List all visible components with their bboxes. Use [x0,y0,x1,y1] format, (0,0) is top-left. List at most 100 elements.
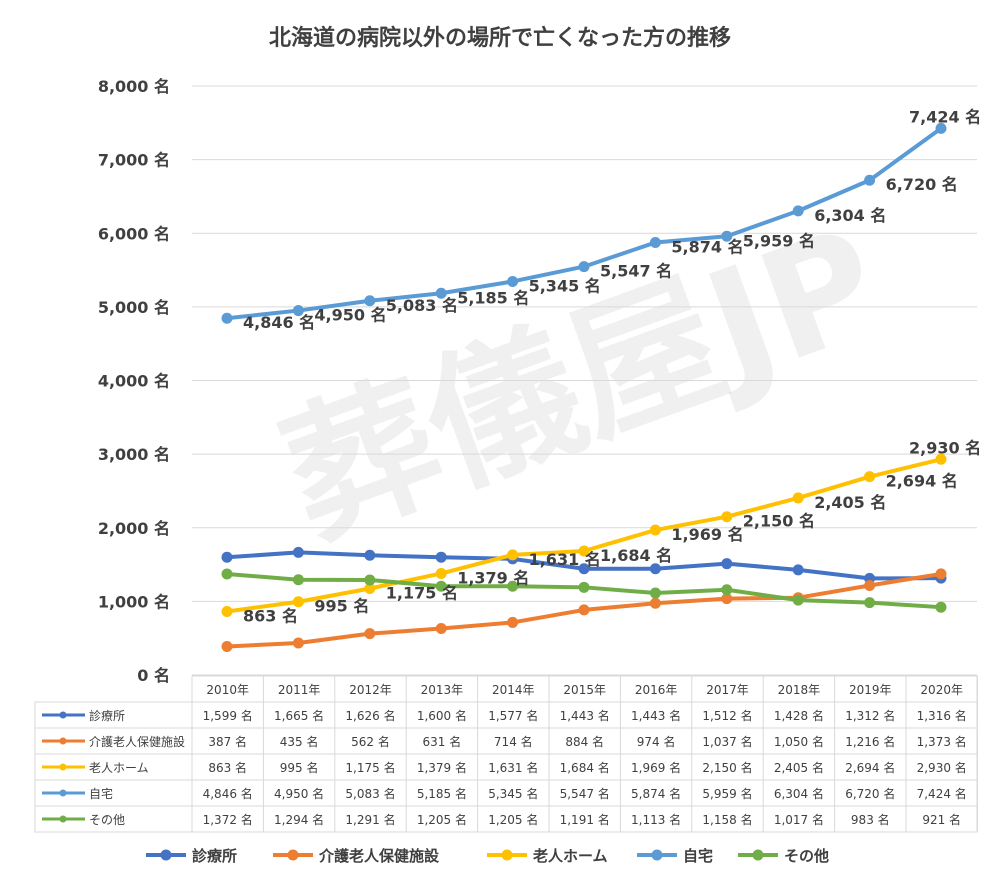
table-legend-marker [59,711,67,719]
table-legend-marker [59,763,67,771]
data-label: 1,379 名 [457,568,529,587]
table-cell: 995 名 [280,760,319,775]
table-cell: 1,113 名 [631,812,681,827]
table-series-name: 診療所 [89,708,125,723]
legend-label: 自宅 [683,847,713,865]
data-point [935,601,947,613]
table-cell: 2,930 名 [917,760,967,775]
data-point [649,597,661,609]
data-point [792,205,804,217]
table-cell: 5,874 名 [631,786,681,801]
data-label: 2,405 名 [814,493,886,512]
table-legend-marker [59,815,67,823]
table-cell: 4,846 名 [203,786,253,801]
table-cell: 1,512 名 [702,708,752,723]
table-cell: 1,294 名 [274,812,324,827]
data-label: 2,150 名 [743,512,815,531]
data-label: 5,345 名 [529,276,601,295]
chart-title: 北海道の病院以外の場所で亡くなった方の推移 [269,25,731,51]
table-cell: 6,304 名 [774,786,824,801]
data-label: 4,846 名 [243,313,315,332]
legend-label: 老人ホーム [532,847,608,865]
data-point [364,295,376,307]
table-series-name: その他 [89,813,125,827]
x-tick-label: 2020年 [920,683,963,697]
data-label: 4,950 名 [314,306,386,325]
x-tick-label: 2019年 [849,683,892,697]
table-cell: 1,684 名 [560,760,610,775]
legend-marker [752,849,764,861]
table-cell: 1,373 名 [917,734,967,749]
table-cell: 2,405 名 [774,760,824,775]
table-cell: 1,205 名 [488,812,538,827]
table-cell: 5,345 名 [488,786,538,801]
data-label: 2,694 名 [886,472,958,491]
data-label: 995 名 [314,597,369,616]
y-tick-label: 4,000 名 [98,372,170,391]
data-point [578,604,590,616]
data-point [364,582,376,594]
table-cell: 5,083 名 [345,786,395,801]
data-label: 1,631 名 [529,550,601,569]
data-point [292,546,304,558]
data-point [364,628,376,640]
table-cell: 1,158 名 [702,812,752,827]
table-cell: 2,150 名 [702,760,752,775]
data-point [649,524,661,536]
table-cell: 435 名 [280,734,319,749]
data-point [435,623,447,635]
x-tick-label: 2013年 [421,683,464,697]
data-point [649,563,661,575]
table-cell: 5,185 名 [417,786,467,801]
data-point [578,261,590,273]
table-cell: 1,191 名 [560,812,610,827]
table-cell: 5,959 名 [702,786,752,801]
table-cell: 1,037 名 [702,734,752,749]
data-point [864,579,876,591]
data-point [364,549,376,561]
data-label: 2,930 名 [909,438,981,457]
table-cell: 714 名 [494,734,533,749]
data-point [935,453,947,465]
table-cell: 562 名 [351,734,390,749]
table-legend-marker [59,737,67,745]
table-cell: 387 名 [208,734,247,749]
table-cell: 1,205 名 [417,812,467,827]
data-label: 5,874 名 [671,238,743,257]
data-point [292,596,304,608]
x-tick-label: 2011年 [278,683,321,697]
x-tick-label: 2014年 [492,683,535,697]
data-label: 7,424 名 [909,107,981,126]
data-point [507,549,519,561]
y-tick-label: 0 名 [137,666,170,685]
data-point [435,287,447,299]
y-tick-label: 7,000 名 [98,151,170,170]
table-cell: 1,379 名 [417,760,467,775]
data-point [292,305,304,317]
data-label: 5,959 名 [743,231,815,250]
data-point [221,605,233,617]
data-point [721,584,733,596]
table-cell: 6,720 名 [845,786,895,801]
data-point [507,275,519,287]
table-cell: 1,017 名 [774,812,824,827]
data-point [435,567,447,579]
legend-label: その他 [784,847,829,865]
data-point [221,641,233,653]
legend-marker [501,849,513,861]
table-cell: 863 名 [208,760,247,775]
table-cell: 1,599 名 [203,708,253,723]
legend-label: 診療所 [192,847,237,865]
data-point [221,551,233,563]
table-legend-marker [59,789,67,797]
data-label: 5,547 名 [600,262,672,281]
y-tick-label: 2,000 名 [98,519,170,538]
y-tick-label: 5,000 名 [98,298,170,317]
table-cell: 1,216 名 [845,734,895,749]
data-point [864,471,876,483]
data-label: 863 名 [243,606,298,625]
data-point [578,545,590,557]
x-tick-label: 2018年 [778,683,821,697]
